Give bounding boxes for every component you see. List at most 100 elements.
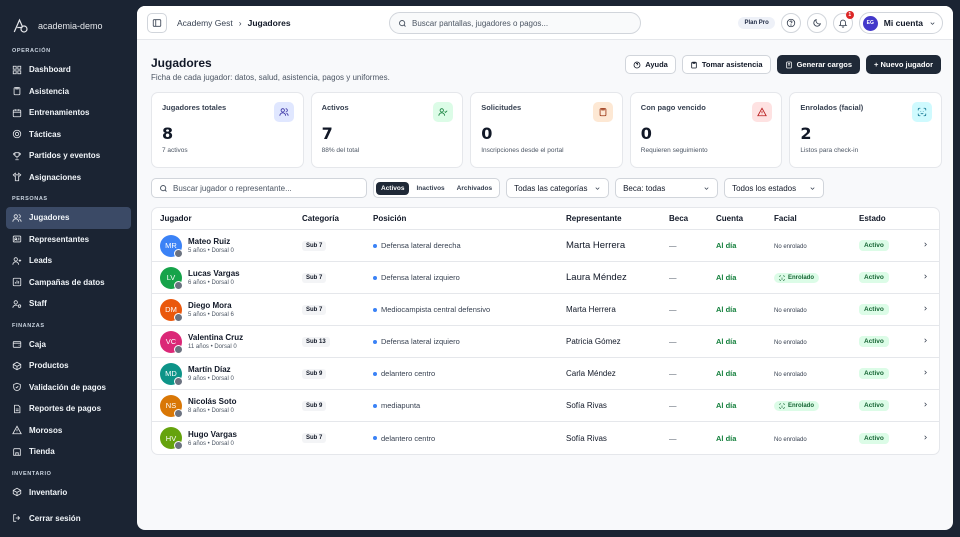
toggle-sidebar-button[interactable]: [147, 12, 167, 33]
chevron-down-icon: [595, 186, 600, 190]
sidebar-item-representantes[interactable]: Representantes: [0, 229, 137, 251]
category-select[interactable]: Todas las categorías: [506, 178, 610, 198]
grid-icon: [12, 65, 22, 74]
position-cell: mediapunta: [373, 401, 420, 410]
header-jugador[interactable]: Jugador: [160, 214, 192, 223]
global-search-input[interactable]: Buscar pantallas, jugadores o pagos...: [389, 12, 641, 34]
table-row[interactable]: DM Diego Mora 5 años • Dorsal 6 Sub 7 Medioc…: [152, 294, 939, 326]
row-open-button[interactable]: [922, 337, 929, 346]
sidebar-item-dashboard[interactable]: Dashboard: [0, 59, 137, 81]
row-open-button[interactable]: [922, 401, 929, 410]
sidebar-item-tienda[interactable]: Tienda: [0, 441, 137, 463]
position-cell: delantero centro: [373, 434, 435, 443]
take-attendance-button[interactable]: Tomar asistencia: [681, 55, 771, 74]
table-row[interactable]: NS Nicolás Soto 8 años • Dorsal 0 Sub 9 medi…: [152, 390, 939, 422]
brand[interactable]: academia-demo: [0, 0, 137, 40]
new-player-label: + Nuevo jugador: [874, 60, 933, 69]
sidebar-section-title: INVENTARIO: [12, 470, 52, 477]
sidebar-item-asignaciones[interactable]: Asignaciones: [0, 167, 137, 189]
table-row[interactable]: MD Martín Díaz 9 años • Dorsal 0 Sub 9 delan…: [152, 358, 939, 390]
chevron-right-icon: [924, 402, 927, 407]
new-player-button[interactable]: + Nuevo jugador: [866, 55, 941, 74]
sidebar-item-entrenamientos[interactable]: Entrenamientos: [0, 102, 137, 124]
row-open-button[interactable]: [922, 434, 929, 443]
help-button[interactable]: [780, 13, 801, 33]
position-label: delantero centro: [381, 433, 436, 443]
sidebar-item-partidos-y-eventos[interactable]: Partidos y eventos: [0, 145, 137, 167]
table-row[interactable]: MR Mateo Ruiz 5 años • Dorsal 0 Sub 7 Defens…: [152, 230, 939, 262]
segment-inactivos[interactable]: Inactivos: [416, 184, 445, 192]
breadcrumb-root[interactable]: Academy Gest: [177, 17, 233, 28]
segment-archivados[interactable]: Archivados: [456, 184, 493, 192]
sidebar-item-morosos[interactable]: Morosos: [0, 420, 137, 442]
table-row[interactable]: VC Valentina Cruz 11 años • Dorsal 0 Sub 13…: [152, 326, 939, 358]
theme-toggle-button[interactable]: [806, 13, 827, 33]
stat-card-enrolados-facial[interactable]: Enrolados (facial) 2 Listos para check-in: [789, 92, 942, 168]
sidebar-item-inventario[interactable]: Inventario: [0, 482, 137, 504]
position-dot: [373, 243, 377, 248]
player-name[interactable]: Diego Mora: [188, 301, 232, 310]
receipt-icon: [785, 61, 792, 68]
facial-status: No enrolado: [774, 436, 807, 443]
player-meta: 6 años • Dorsal 0: [188, 280, 234, 286]
target-icon: [12, 130, 22, 139]
header-facial[interactable]: Facial: [774, 214, 797, 223]
header-categoria[interactable]: Categoría: [302, 214, 339, 223]
account-menu-button[interactable]: EG Mi cuenta: [858, 12, 943, 34]
table-row[interactable]: HV Hugo Vargas 6 años • Dorsal 0 Sub 7 delan…: [152, 422, 939, 454]
row-open-button[interactable]: [922, 369, 929, 378]
players-table: Jugador Categoría Posición Representante…: [151, 207, 940, 455]
position-cell: delantero centro: [373, 369, 435, 378]
player-cell: LV Lucas Vargas 6 años • Dorsal 0: [160, 266, 240, 290]
player-meta: 5 años • Dorsal 6: [188, 312, 234, 318]
facial-enrolled-badge: Enrolado: [774, 272, 820, 283]
status-badge: Activo: [859, 304, 889, 315]
sidebar-item-leads[interactable]: Leads: [0, 250, 137, 272]
player-name[interactable]: Mateo Ruiz: [188, 237, 231, 246]
beca-select[interactable]: Beca: todas: [615, 178, 719, 198]
stat-card-solicitudes[interactable]: Solicitudes 0 Inscripciones desde el porta…: [470, 92, 623, 168]
sidebar-item-campanas-de-datos[interactable]: Campañas de datos: [0, 272, 137, 294]
sidebar-item-validacion-de-pagos[interactable]: Validación de pagos: [0, 377, 137, 399]
chevron-down-icon: [704, 186, 709, 190]
generate-charges-label: Generar cargos: [796, 60, 853, 69]
sidebar-item-staff[interactable]: Staff: [0, 293, 137, 315]
header-cuenta[interactable]: Cuenta: [716, 214, 744, 223]
help-action-button[interactable]: Ayuda: [625, 55, 676, 74]
sidebar-item-tacticas[interactable]: Tácticas: [0, 124, 137, 146]
shirt-icon: [12, 172, 22, 182]
stat-subtext: Requieren seguimiento: [640, 147, 708, 154]
notifications-button[interactable]: 1: [832, 11, 854, 33]
row-open-button[interactable]: [922, 273, 929, 282]
sidebar-item-caja[interactable]: Caja: [0, 334, 137, 356]
logout-button[interactable]: Cerrar sesión: [0, 508, 93, 530]
row-open-button[interactable]: [922, 241, 929, 250]
table-row[interactable]: LV Lucas Vargas 6 años • Dorsal 0 Sub 7 Defe…: [152, 262, 939, 294]
row-open-button[interactable]: [922, 305, 929, 314]
player-name[interactable]: Martín Díaz: [188, 365, 231, 374]
player-name[interactable]: Lucas Vargas: [188, 269, 240, 278]
state-select[interactable]: Todos los estados: [724, 178, 825, 198]
player-avatar: VC: [160, 330, 183, 354]
account-status: Al día: [716, 401, 737, 410]
sidebar-item-productos[interactable]: Productos: [0, 355, 137, 377]
header-posicion[interactable]: Posición: [373, 214, 407, 223]
header-estado[interactable]: Estado: [859, 214, 886, 223]
sidebar-item-label: Jugadores: [29, 213, 70, 223]
player-name[interactable]: Valentina Cruz: [188, 333, 244, 342]
breadcrumb-separator: ›: [238, 17, 242, 28]
sidebar-item-reportes-de-pagos[interactable]: Reportes de pagos: [0, 398, 137, 420]
sidebar-item-asistencia[interactable]: Asistencia: [0, 81, 137, 103]
player-name[interactable]: Hugo Vargas: [188, 429, 237, 439]
representative-name: Marta Herrera: [566, 240, 626, 251]
stat-card-activos[interactable]: Activos 7 88% del total: [310, 92, 464, 168]
header-representante[interactable]: Representante: [566, 214, 622, 223]
stat-card-con-pago-vencido[interactable]: Con pago vencido 0 Requieren seguimiento: [629, 92, 783, 168]
stat-card-jugadores-totales[interactable]: Jugadores totales 8 7 activos: [151, 92, 304, 168]
segment-activos[interactable]: Activos: [376, 181, 410, 195]
header-beca[interactable]: Beca: [669, 214, 689, 223]
player-name[interactable]: Nicolás Soto: [188, 397, 237, 406]
generate-charges-button[interactable]: Generar cargos: [776, 55, 861, 74]
sidebar-item-jugadores[interactable]: Jugadores: [6, 207, 131, 229]
player-search-input[interactable]: Buscar jugador o representante...: [151, 178, 367, 198]
